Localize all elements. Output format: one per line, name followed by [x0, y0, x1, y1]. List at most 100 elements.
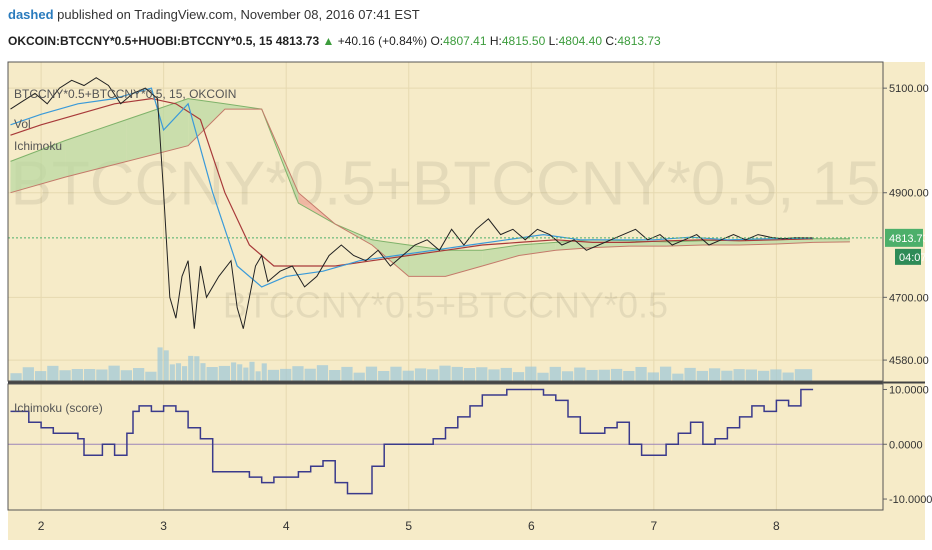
ichimoku-cloud-segment — [666, 240, 703, 247]
low-label: L: — [548, 34, 559, 48]
volume-bar — [512, 372, 525, 381]
tenkan-line[interactable] — [10, 87, 814, 288]
author-name[interactable]: dashed — [8, 7, 54, 22]
volume-bar — [249, 361, 255, 381]
volume-bar — [304, 368, 316, 381]
watermark-name: BTCCNY*0.5+BTCCNY*0.5 — [223, 284, 668, 325]
high-label: H: — [489, 34, 502, 48]
volume-bar — [549, 366, 561, 381]
countdown-tag — [895, 248, 921, 265]
symbol-name[interactable]: OKCOIN:BTCCNY*0.5+HUOBI:BTCCNY*0.5, 15 — [8, 34, 273, 48]
volume-bar — [145, 371, 157, 381]
header: dashed published on TradingView.com, Nov… — [8, 7, 420, 22]
x-tick-label: 6 — [528, 519, 535, 533]
volume-bar — [292, 366, 304, 381]
volume-bar — [34, 371, 47, 381]
volume-bar — [378, 370, 390, 381]
volume-bar — [525, 366, 537, 381]
volume-bar — [598, 369, 610, 381]
open-label: O: — [430, 34, 444, 48]
volume-bar — [133, 368, 145, 381]
published-text: published on TradingView.com, November 0… — [57, 7, 420, 22]
volume-bar — [237, 364, 243, 381]
volume-bar — [341, 366, 353, 381]
volume-bar — [745, 369, 757, 381]
kijun-line[interactable] — [10, 97, 814, 267]
volume-bar — [261, 363, 267, 381]
volume-bar — [163, 350, 169, 381]
ichimoku-cloud-segment — [65, 119, 127, 178]
volume-bar — [623, 370, 635, 381]
x-tick-label: 4 — [283, 519, 290, 533]
volume-bar — [500, 367, 512, 381]
x-tick-label: 5 — [405, 519, 412, 533]
volume-bar — [451, 366, 463, 381]
volume-bar — [390, 366, 402, 381]
score-line[interactable] — [10, 388, 814, 495]
up-arrow-icon: ▲ — [322, 34, 335, 48]
volume-bar — [770, 369, 782, 381]
y-tick-label: 4580.00 — [889, 355, 929, 367]
volume-bar — [218, 365, 231, 381]
volume-bar — [365, 366, 378, 381]
ichimoku-cloud-segment — [188, 98, 225, 146]
volume-bar — [721, 370, 733, 381]
cloud-span-b-line[interactable] — [10, 108, 850, 277]
ichimoku-cloud-segment — [519, 242, 556, 256]
time-axis-background[interactable] — [8, 510, 925, 540]
volume-bar — [194, 356, 200, 381]
volume-bar — [402, 370, 414, 381]
volume-bar — [696, 370, 708, 381]
volume-bar — [157, 347, 163, 381]
volume-bar — [120, 370, 132, 381]
volume-bar — [200, 363, 206, 381]
high-value: 4815.50 — [501, 34, 546, 48]
volume-bar — [255, 371, 261, 381]
volume-bar — [635, 366, 647, 381]
volume-bar — [206, 367, 218, 381]
ichimoku-cloud-segment — [445, 250, 483, 277]
y-tick-label: 5100.00 — [889, 83, 929, 95]
volume-bar — [108, 365, 120, 381]
close-value: 4813.73 — [617, 34, 661, 48]
volume-label: Vol — [14, 117, 31, 131]
volume-bar — [794, 369, 813, 381]
volume-bar — [267, 369, 280, 381]
close-label: C: — [605, 34, 618, 48]
volume-bar — [316, 365, 329, 381]
volume-bar — [329, 369, 341, 381]
volume-bar — [672, 373, 684, 381]
last-price-tag[interactable] — [885, 228, 923, 247]
ohlc-bar: OKCOIN:BTCCNY*0.5+HUOBI:BTCCNY*0.5, 15 4… — [8, 34, 661, 48]
volume-bar — [231, 362, 237, 381]
volume-bar — [708, 368, 721, 381]
price-line[interactable] — [10, 77, 814, 329]
volume-bar — [47, 365, 59, 381]
x-tick-label: 3 — [160, 519, 167, 533]
ichimoku-cloud-segment — [10, 140, 66, 193]
volume-bar — [59, 370, 71, 381]
volume-bar — [280, 368, 292, 381]
price-axis-background[interactable] — [883, 62, 925, 510]
volume-bar — [439, 365, 451, 381]
x-tick-label: 2 — [38, 519, 45, 533]
volume-bar — [574, 367, 586, 381]
volume-bar — [188, 355, 194, 381]
volume-bar — [83, 369, 96, 381]
countdown-tag-label: 04:07 — [899, 252, 927, 264]
ichimoku-cloud-segment — [813, 238, 850, 243]
volume-bar — [758, 370, 770, 381]
y-tick-label: 4700.00 — [889, 292, 929, 304]
price-change: +40.16 (+0.84%) — [337, 34, 428, 48]
y-tick-label: 4900.00 — [889, 188, 929, 200]
volume-bar — [537, 372, 549, 381]
volume-bar — [586, 369, 598, 381]
low-value: 4804.40 — [558, 34, 602, 48]
ichimoku-cloud-segment — [126, 98, 189, 162]
volume-bar — [414, 368, 427, 381]
volume-bar — [22, 367, 34, 381]
ichimoku-label: Ichimoku — [14, 139, 62, 153]
volume-bar — [610, 368, 623, 381]
volume-bar — [71, 369, 83, 381]
